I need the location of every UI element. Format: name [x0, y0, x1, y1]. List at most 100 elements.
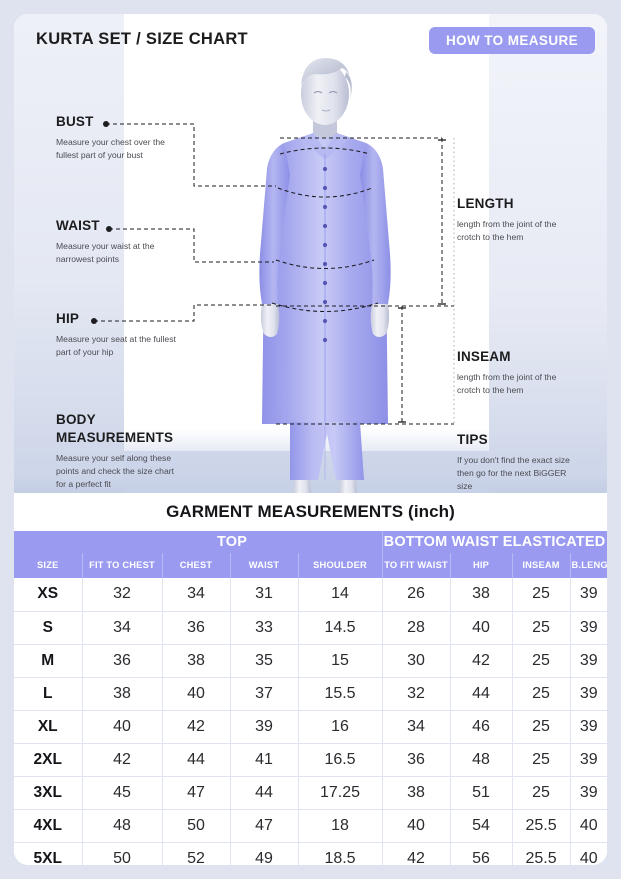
cell-hip: 56 — [450, 842, 513, 865]
cell-fit-to-chest: 32 — [82, 578, 163, 612]
cell-waist: 31 — [230, 578, 299, 612]
size-chart-card: KURTA SET / SIZE CHART HOW TO MEASURE BU… — [14, 14, 607, 865]
cell-to-fit-waist: 34 — [382, 710, 451, 744]
measure-block-inseam: INSEAM length from the joint of the crot… — [457, 348, 577, 397]
cell-chest: 36 — [162, 611, 231, 645]
column-header-to-fit-waist: TO FIT WAIST — [382, 553, 451, 578]
cell-fit-to-chest: 36 — [82, 644, 163, 678]
cell-inseam: 25 — [512, 776, 571, 810]
cell-inseam: 25 — [512, 611, 571, 645]
cell-size: 5XL — [14, 842, 83, 865]
column-header-size: SIZE — [14, 553, 83, 578]
inseam-label: INSEAM — [457, 349, 511, 364]
cell-waist: 39 — [230, 710, 299, 744]
table-row: M 36 38 35 15 30 42 25 39 — [14, 644, 607, 678]
measure-block-length: LENGTH length from the joint of the crot… — [457, 195, 577, 244]
waist-description: Measure your waist at the narrowest poin… — [56, 241, 155, 265]
cell-inseam: 25.5 — [512, 842, 571, 865]
cell-fit-to-chest: 38 — [82, 677, 163, 711]
cell-chest: 38 — [162, 644, 231, 678]
table-row: S 34 36 33 14.5 28 40 25 39 — [14, 611, 607, 645]
cell-waist: 35 — [230, 644, 299, 678]
cell-fit-to-chest: 42 — [82, 743, 163, 777]
column-header-hip: HIP — [450, 553, 513, 578]
cell-chest: 47 — [162, 776, 231, 810]
cell-fit-to-chest: 34 — [82, 611, 163, 645]
group-header-top: TOP — [82, 531, 383, 553]
cell-chest: 44 — [162, 743, 231, 777]
cell-fit-to-chest: 50 — [82, 842, 163, 865]
cell-inseam: 25 — [512, 677, 571, 711]
table-row: 3XL 45 47 44 17.25 38 51 25 39 — [14, 776, 607, 810]
cell-size: M — [14, 644, 83, 678]
cell-inseam: 25 — [512, 644, 571, 678]
waist-label: WAIST — [56, 218, 100, 233]
cell-waist: 44 — [230, 776, 299, 810]
column-header-b-length: B.LENGTH — [570, 553, 607, 578]
bust-description: Measure your chest over the fullest part… — [56, 137, 165, 161]
cell-size: 4XL — [14, 809, 83, 843]
cell-to-fit-waist: 30 — [382, 644, 451, 678]
how-to-measure-badge[interactable]: HOW TO MEASURE — [429, 27, 595, 54]
cell-inseam: 25 — [512, 578, 571, 612]
cell-b-length: 39 — [570, 578, 607, 612]
cell-b-length: 40 — [579, 849, 598, 865]
cell-b-length: 40 — [570, 809, 607, 843]
hip-description: Measure your seat at the fullest part of… — [56, 334, 176, 358]
cell-shoulder: 16 — [298, 710, 383, 744]
cell-waist: 47 — [230, 809, 299, 843]
cell-b-length: 39 — [570, 677, 607, 711]
cell-b-length: 39 — [570, 776, 607, 810]
cell-inseam: 25 — [512, 710, 571, 744]
bust-label: BUST — [56, 114, 94, 129]
tips-description: If you don't find the exact size then go… — [457, 455, 570, 491]
cell-fit-to-chest: 45 — [82, 776, 163, 810]
cell-chest: 50 — [162, 809, 231, 843]
measure-block-tips: TIPS If you don't find the exact size th… — [457, 431, 577, 493]
cell-waist: 49 — [230, 842, 299, 865]
inseam-description: length from the joint of the crotch to t… — [457, 372, 557, 396]
hip-label: HIP — [56, 311, 80, 326]
table-row: 2XL 42 44 41 16.5 36 48 25 39 — [14, 743, 607, 777]
cell-b-length: 39 — [570, 710, 607, 744]
cell-size: XS — [14, 578, 83, 612]
background-gradient-right — [489, 14, 607, 493]
table-row: XL 40 42 39 16 34 46 25 39 — [14, 710, 607, 744]
cell-size: L — [14, 677, 83, 711]
garment-measurements-section: GARMENT MEASUREMENTS (inch) TOP BOTTOM WA… — [14, 493, 607, 865]
cell-b-length: 39 — [570, 611, 607, 645]
cell-to-fit-waist: 26 — [382, 578, 451, 612]
cell-hip: 51 — [450, 776, 513, 810]
cell-to-fit-waist: 32 — [382, 677, 451, 711]
table-row: XS 32 34 31 14 26 38 25 39 — [14, 578, 607, 612]
cell-b-length: 39 — [570, 644, 607, 678]
cell-hip: 40 — [450, 611, 513, 645]
cell-chest: 40 — [162, 677, 231, 711]
body-measurements-description: Measure your self along these points and… — [56, 453, 174, 490]
tips-label: TIPS — [457, 432, 488, 447]
measure-block-body: BODY MEASUREMENTS Measure your self alon… — [56, 411, 184, 491]
cell-shoulder: 18 — [298, 809, 383, 843]
table-body: XS 32 34 31 14 26 38 25 39 S 34 36 33 14.5 28 40 25 39 M 36… — [14, 578, 607, 865]
cell-shoulder: 16.5 — [298, 743, 383, 777]
cell-shoulder: 14 — [298, 578, 383, 612]
table-header: TOP BOTTOM WAIST ELASTICATED SIZE FIT TO C… — [14, 531, 607, 578]
table-group-row: TOP BOTTOM WAIST ELASTICATED — [14, 531, 607, 553]
cell-waist: 37 — [230, 677, 299, 711]
background-gradient-left — [14, 14, 124, 493]
cell-hip: 46 — [450, 710, 513, 744]
cell-to-fit-waist: 42 — [382, 842, 451, 865]
cell-hip: 48 — [450, 743, 513, 777]
table-row: 4XL 48 50 47 18 40 54 25.5 40 — [14, 809, 607, 843]
group-header-blank — [14, 531, 83, 553]
cell-hip: 38 — [450, 578, 513, 612]
table-column-row: SIZE FIT TO CHEST CHEST WAIST SHOULDER TO FIT… — [14, 553, 607, 578]
page-title: KURTA SET / SIZE CHART — [36, 30, 248, 48]
cell-waist: 33 — [230, 611, 299, 645]
cell-hip: 42 — [450, 644, 513, 678]
cell-shoulder: 14.5 — [298, 611, 383, 645]
group-header-bottom-waist-elasticated: BOTTOM WAIST ELASTICATED — [382, 531, 607, 553]
cell-fit-to-chest: 48 — [82, 809, 163, 843]
column-header-shoulder: SHOULDER — [298, 553, 383, 578]
cell-waist: 41 — [230, 743, 299, 777]
